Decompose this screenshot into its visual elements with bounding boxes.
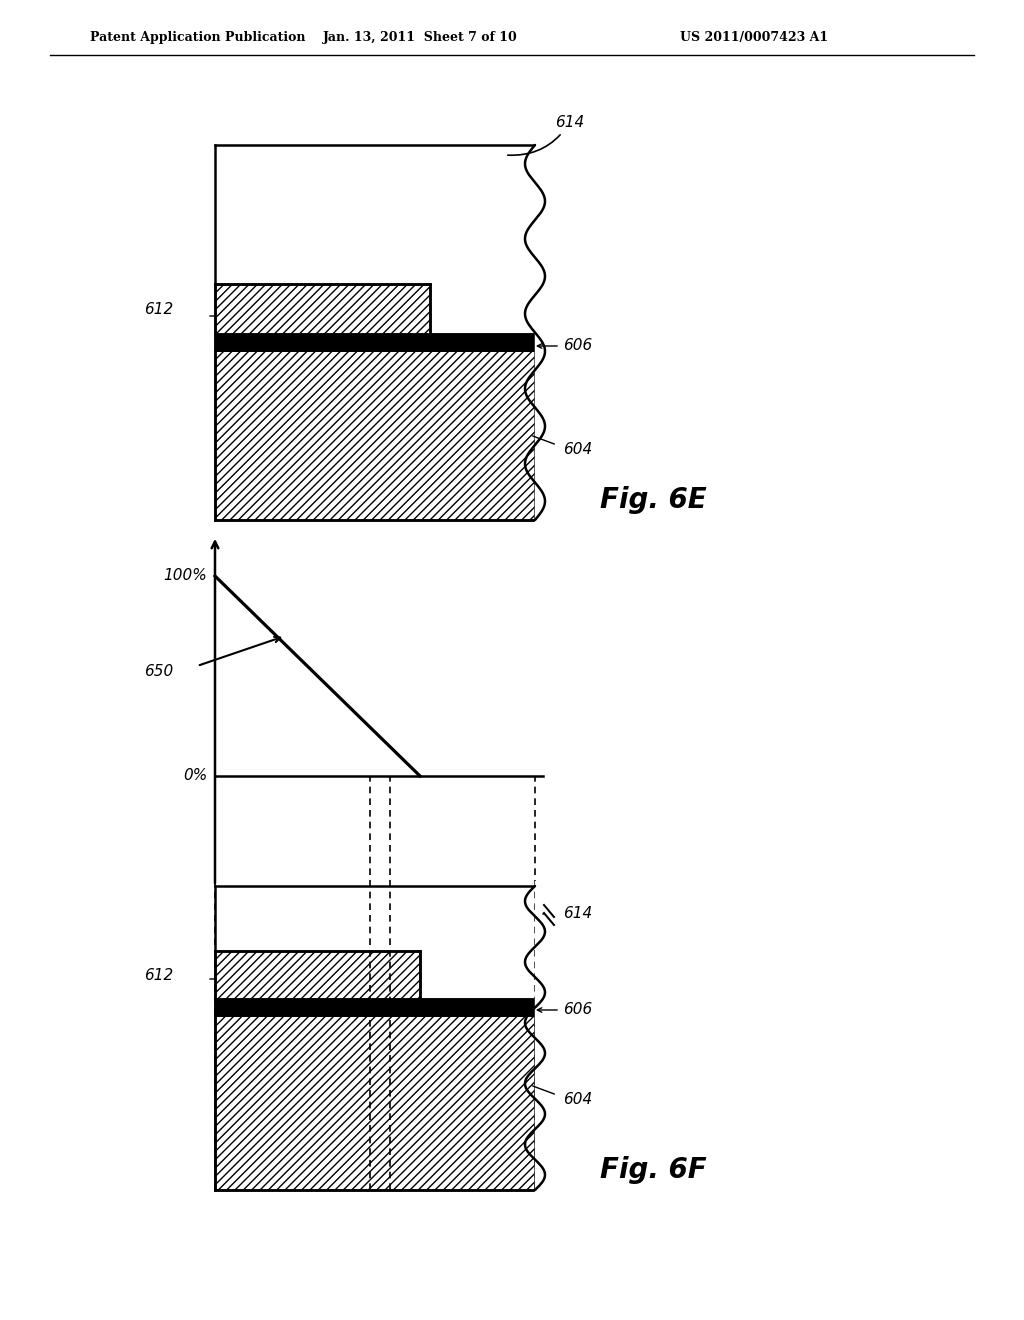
Polygon shape [215, 886, 535, 999]
Text: 606: 606 [563, 1002, 592, 1018]
Polygon shape [215, 1015, 535, 1191]
Text: Patent Application Publication: Patent Application Publication [90, 30, 305, 44]
Text: 100%: 100% [163, 569, 207, 583]
Text: 612: 612 [143, 968, 173, 982]
Text: 604: 604 [563, 1093, 592, 1107]
Text: Jan. 13, 2011  Sheet 7 of 10: Jan. 13, 2011 Sheet 7 of 10 [323, 30, 517, 44]
Polygon shape [215, 350, 535, 520]
Text: 650: 650 [143, 664, 173, 678]
Polygon shape [215, 334, 535, 350]
Polygon shape [215, 284, 430, 334]
Text: US 2011/0007423 A1: US 2011/0007423 A1 [680, 30, 828, 44]
Text: 0%: 0% [182, 768, 207, 784]
Polygon shape [215, 145, 535, 334]
Text: Fig. 6F: Fig. 6F [600, 1156, 707, 1184]
Text: 612: 612 [143, 301, 173, 317]
Text: 604: 604 [563, 442, 592, 458]
Text: 606: 606 [563, 338, 592, 352]
Text: 614: 614 [508, 115, 585, 156]
Text: Fig. 6E: Fig. 6E [600, 486, 707, 513]
Polygon shape [215, 950, 420, 999]
Text: 614: 614 [563, 907, 592, 921]
Polygon shape [215, 999, 535, 1015]
